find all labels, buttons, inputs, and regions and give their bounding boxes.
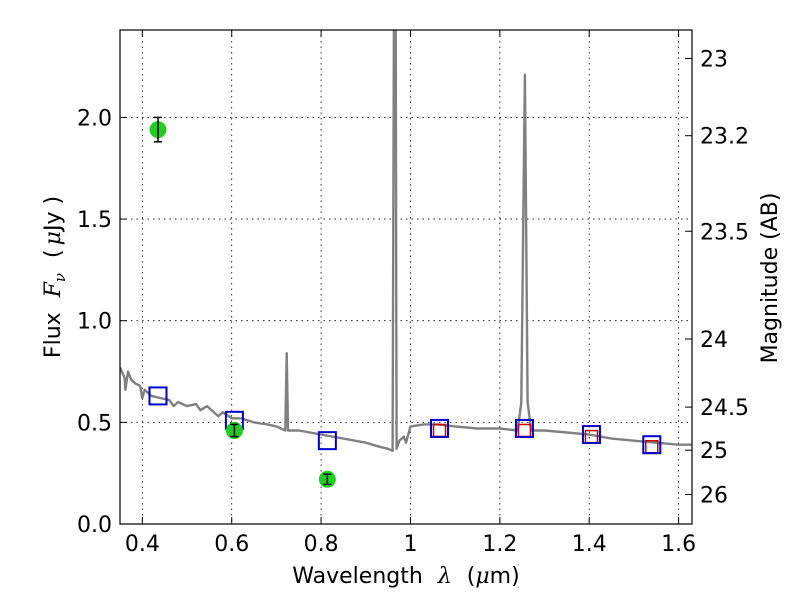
y2-axis-label: Magnitude (AB) [758,193,783,364]
series-layer [120,30,692,488]
y2-tick-label: 24 [700,328,728,353]
x-tick-label: 0.4 [125,532,160,557]
y-tick-label: 1.0 [77,310,112,335]
y-axis-label: Flux Fν (μJy ) [41,196,71,358]
model-photometry-square [514,418,534,438]
y2-tick-label: 26 [700,484,728,509]
y2-tick-label: 23.5 [700,220,749,245]
y-tick-label: 1.5 [77,208,112,233]
model-photometry-square [642,435,662,455]
y2-tick-label: 23.2 [700,125,749,150]
y-tick-label: 0.0 [77,513,112,538]
x-tick-label: 1.4 [572,532,607,557]
x-axis-label: Wavelength λ (μm) [292,564,519,589]
observed-red-square [517,423,532,438]
y2-tick-label: 24.5 [700,396,749,421]
x-tick-label: 1.2 [482,532,517,557]
axis-ticks: 0.4 0.6 0.8 1 1.2 1.4 1.6 0.0 0.5 1.0 1.5 2.0 23 23.2… [77,30,749,557]
x-tick-label: 1 [403,532,417,557]
x-tick-label: 0.8 [304,532,339,557]
model-spectrum-line [120,30,692,452]
model-photometry-square [317,431,337,451]
model-photometry-square [430,418,450,438]
y2-tick-label: 25 [700,439,728,464]
model-photometry-square [148,386,168,406]
x-tick-label: 1.6 [661,532,696,557]
y2-tick-label: 23 [700,47,728,72]
y-tick-label: 0.5 [77,411,112,436]
y-tick-label: 2.0 [77,106,112,131]
x-tick-label: 0.6 [214,532,249,557]
grid-lines [120,30,692,525]
plot-frame [119,29,693,525]
model-photometry-square [581,425,601,445]
